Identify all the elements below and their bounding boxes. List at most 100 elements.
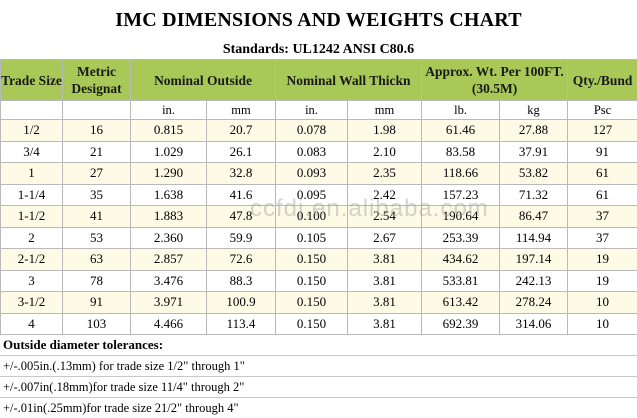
table-cell: 0.095: [276, 184, 348, 206]
header-qty-bundle: Qty./Bund: [568, 60, 637, 101]
table-cell: 3.81: [348, 270, 422, 292]
chart-title: IMC DIMENSIONS AND WEIGHTS CHART: [0, 0, 637, 40]
table-cell: 0.093: [276, 163, 348, 185]
table-cell: 1.290: [131, 163, 207, 185]
table-cell: 613.42: [422, 292, 500, 314]
table-cell: 37: [568, 206, 637, 228]
table-cell: 2.54: [348, 206, 422, 228]
standards-line: Standards: UL1242 ANSI C80.6: [0, 40, 637, 59]
table-cell: 1.638: [131, 184, 207, 206]
table-cell: 118.66: [422, 163, 500, 185]
table-cell: 10: [568, 292, 637, 314]
table-cell: 4: [1, 313, 63, 335]
table-cell: 157.23: [422, 184, 500, 206]
table-cell: 0.150: [276, 249, 348, 271]
table-cell: 3.81: [348, 292, 422, 314]
table-cell: 0.150: [276, 313, 348, 335]
unit-cell: Psc: [568, 101, 637, 120]
table-cell: 91: [568, 141, 637, 163]
table-cell: 278.24: [500, 292, 568, 314]
unit-cell: in.: [276, 101, 348, 120]
table-cell: 0.150: [276, 292, 348, 314]
table-cell: 10: [568, 313, 637, 335]
header-nominal-outside: Nominal Outside: [131, 60, 276, 101]
table-cell: 4.466: [131, 313, 207, 335]
table-cell: 19: [568, 249, 637, 271]
table-cell: 3.476: [131, 270, 207, 292]
table-cell: 59.9: [207, 227, 276, 249]
unit-cell: [1, 101, 63, 120]
table-cell: 0.150: [276, 270, 348, 292]
table-cell: 692.39: [422, 313, 500, 335]
header-row: Trade Size Metric Designat Nominal Outsi…: [1, 60, 637, 101]
table-cell: 2.857: [131, 249, 207, 271]
table-cell: 314.06: [500, 313, 568, 335]
units-row: in. mm in. mm lb. kg Psc: [1, 101, 637, 120]
table-cell: 37.91: [500, 141, 568, 163]
unit-cell: in.: [131, 101, 207, 120]
table-cell: 47.8: [207, 206, 276, 228]
table-cell: 2.42: [348, 184, 422, 206]
header-trade-size: Trade Size: [1, 60, 63, 101]
tolerances-heading: Outside diameter tolerances:: [0, 335, 637, 355]
unit-cell: mm: [207, 101, 276, 120]
table-cell: 27.88: [500, 120, 568, 142]
table-cell: 0.815: [131, 120, 207, 142]
table-cell: 21: [63, 141, 131, 163]
header-nominal-wall: Nominal Wall Thickn: [276, 60, 422, 101]
table-cell: 88.3: [207, 270, 276, 292]
table-cell: 3-1/2: [1, 292, 63, 314]
table-cell: 72.6: [207, 249, 276, 271]
table-cell: 3/4: [1, 141, 63, 163]
table-cell: 190.64: [422, 206, 500, 228]
table-cell: 41: [63, 206, 131, 228]
table-cell: 0.078: [276, 120, 348, 142]
table-cell: 86.47: [500, 206, 568, 228]
table-cell: 63: [63, 249, 131, 271]
table-cell: 41.6: [207, 184, 276, 206]
table-cell: 3.81: [348, 313, 422, 335]
dimensions-table: Trade Size Metric Designat Nominal Outsi…: [0, 59, 637, 335]
table-cell: 53: [63, 227, 131, 249]
table-cell: 61.46: [422, 120, 500, 142]
tolerances-section: Outside diameter tolerances: +/-.005in.(…: [0, 335, 637, 418]
table-cell: 2.360: [131, 227, 207, 249]
table-cell: 127: [568, 120, 637, 142]
table-cell: 71.32: [500, 184, 568, 206]
table-cell: 2-1/2: [1, 249, 63, 271]
table-cell: 242.13: [500, 270, 568, 292]
table-cell: 1/2: [1, 120, 63, 142]
table-cell: 100.9: [207, 292, 276, 314]
unit-cell: [63, 101, 131, 120]
table-cell: 32.8: [207, 163, 276, 185]
header-metric-designation: Metric Designat: [63, 60, 131, 101]
table-cell: 35: [63, 184, 131, 206]
table-cell: 0.100: [276, 206, 348, 228]
table-cell: 1-1/2: [1, 206, 63, 228]
table-cell: 434.62: [422, 249, 500, 271]
table-cell: 2.10: [348, 141, 422, 163]
table-cell: 61: [568, 184, 637, 206]
table-cell: 1.029: [131, 141, 207, 163]
table-cell: 113.4: [207, 313, 276, 335]
table-cell: 27: [63, 163, 131, 185]
unit-cell: kg: [500, 101, 568, 120]
table-cell: 0.083: [276, 141, 348, 163]
table-cell: 533.81: [422, 270, 500, 292]
table-cell: 3.971: [131, 292, 207, 314]
table-cell: 1-1/4: [1, 184, 63, 206]
tolerance-line: +/-.005in.(.13mm) for trade size 1/2" th…: [0, 355, 637, 376]
table-cell: 20.7: [207, 120, 276, 142]
header-approx-weight: Approx. Wt. Per 100FT. (30.5M): [422, 60, 568, 101]
table-cell: 3: [1, 270, 63, 292]
table-cell: 3.81: [348, 249, 422, 271]
table-cell: 114.94: [500, 227, 568, 249]
table-cell: 91: [63, 292, 131, 314]
